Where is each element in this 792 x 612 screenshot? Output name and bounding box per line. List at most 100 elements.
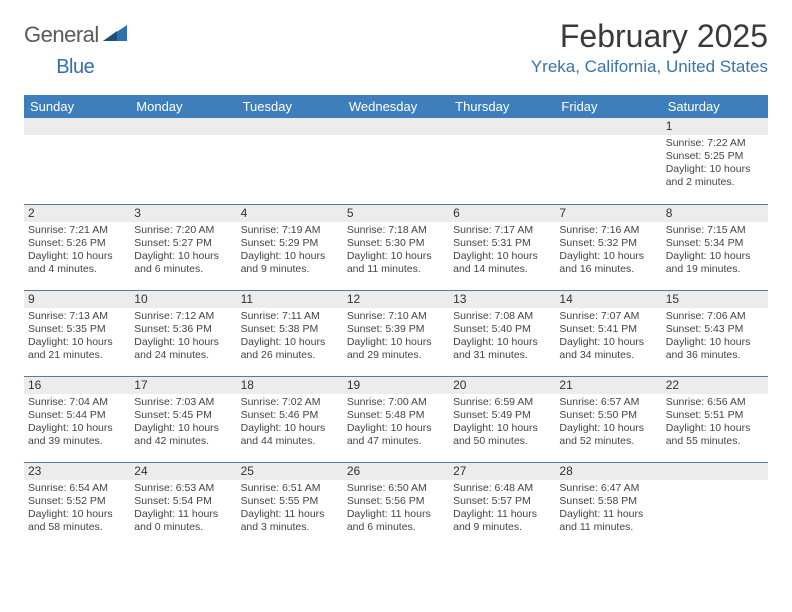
sunrise-text: Sunrise: 7:11 AM (241, 310, 339, 323)
daylight-text: and 26 minutes. (241, 349, 339, 362)
daylight-text: Daylight: 10 hours (134, 422, 232, 435)
daylight-text: and 11 minutes. (347, 263, 445, 276)
sunrise-text: Sunrise: 6:57 AM (559, 396, 657, 409)
daylight-text: and 21 minutes. (28, 349, 126, 362)
day-number: 9 (24, 291, 130, 308)
calendar-cell: 26Sunrise: 6:50 AMSunset: 5:56 PMDayligh… (343, 462, 449, 548)
daylight-text: Daylight: 10 hours (559, 250, 657, 263)
daylight-text: Daylight: 10 hours (666, 163, 764, 176)
logo-text-1: General (24, 22, 99, 48)
sunset-text: Sunset: 5:49 PM (453, 409, 551, 422)
day-header-row: Sunday Monday Tuesday Wednesday Thursday… (24, 95, 768, 118)
sunset-text: Sunset: 5:46 PM (241, 409, 339, 422)
daylight-text: and 3 minutes. (241, 521, 339, 534)
sunrise-text: Sunrise: 7:07 AM (559, 310, 657, 323)
day-number: 12 (343, 291, 449, 308)
sunset-text: Sunset: 5:31 PM (453, 237, 551, 250)
sunrise-text: Sunrise: 7:20 AM (134, 224, 232, 237)
sunset-text: Sunset: 5:30 PM (347, 237, 445, 250)
sunset-text: Sunset: 5:39 PM (347, 323, 445, 336)
daylight-text: Daylight: 10 hours (347, 336, 445, 349)
sunset-text: Sunset: 5:34 PM (666, 237, 764, 250)
sunrise-text: Sunrise: 7:19 AM (241, 224, 339, 237)
daylight-text: Daylight: 10 hours (347, 250, 445, 263)
calendar-week: 2Sunrise: 7:21 AMSunset: 5:26 PMDaylight… (24, 204, 768, 290)
calendar-table: Sunday Monday Tuesday Wednesday Thursday… (24, 95, 768, 548)
calendar-cell: 21Sunrise: 6:57 AMSunset: 5:50 PMDayligh… (555, 376, 661, 462)
sunset-text: Sunset: 5:51 PM (666, 409, 764, 422)
calendar-cell: 27Sunrise: 6:48 AMSunset: 5:57 PMDayligh… (449, 462, 555, 548)
daylight-text: and 0 minutes. (134, 521, 232, 534)
sunrise-text: Sunrise: 6:59 AM (453, 396, 551, 409)
daylight-text: and 2 minutes. (666, 176, 764, 189)
daylight-text: and 58 minutes. (28, 521, 126, 534)
logo-triangle-icon (103, 25, 127, 46)
day-number (130, 118, 236, 135)
header-wednesday: Wednesday (343, 95, 449, 118)
sunrise-text: Sunrise: 7:10 AM (347, 310, 445, 323)
sunrise-text: Sunrise: 7:16 AM (559, 224, 657, 237)
sunrise-text: Sunrise: 7:13 AM (28, 310, 126, 323)
daylight-text: Daylight: 11 hours (134, 508, 232, 521)
day-number: 5 (343, 205, 449, 222)
daylight-text: Daylight: 10 hours (666, 336, 764, 349)
day-number: 27 (449, 463, 555, 480)
daylight-text: and 50 minutes. (453, 435, 551, 448)
calendar-week: 1Sunrise: 7:22 AMSunset: 5:25 PMDaylight… (24, 118, 768, 204)
calendar-cell: 19Sunrise: 7:00 AMSunset: 5:48 PMDayligh… (343, 376, 449, 462)
day-number: 23 (24, 463, 130, 480)
daylight-text: Daylight: 10 hours (28, 508, 126, 521)
calendar-cell: 13Sunrise: 7:08 AMSunset: 5:40 PMDayligh… (449, 290, 555, 376)
day-number (662, 463, 768, 480)
calendar-cell: 23Sunrise: 6:54 AMSunset: 5:52 PMDayligh… (24, 462, 130, 548)
calendar-cell: 3Sunrise: 7:20 AMSunset: 5:27 PMDaylight… (130, 204, 236, 290)
sunrise-text: Sunrise: 7:21 AM (28, 224, 126, 237)
daylight-text: and 47 minutes. (347, 435, 445, 448)
calendar-cell: 14Sunrise: 7:07 AMSunset: 5:41 PMDayligh… (555, 290, 661, 376)
calendar-cell: 25Sunrise: 6:51 AMSunset: 5:55 PMDayligh… (237, 462, 343, 548)
day-number: 17 (130, 377, 236, 394)
day-number: 6 (449, 205, 555, 222)
day-number: 10 (130, 291, 236, 308)
daylight-text: Daylight: 11 hours (453, 508, 551, 521)
calendar-cell (555, 118, 661, 204)
day-number (449, 118, 555, 135)
calendar-cell: 18Sunrise: 7:02 AMSunset: 5:46 PMDayligh… (237, 376, 343, 462)
sunrise-text: Sunrise: 7:03 AM (134, 396, 232, 409)
sunset-text: Sunset: 5:55 PM (241, 495, 339, 508)
daylight-text: and 6 minutes. (347, 521, 445, 534)
calendar-cell (343, 118, 449, 204)
daylight-text: Daylight: 11 hours (559, 508, 657, 521)
sunset-text: Sunset: 5:38 PM (241, 323, 339, 336)
sunrise-text: Sunrise: 7:18 AM (347, 224, 445, 237)
day-number: 2 (24, 205, 130, 222)
sunset-text: Sunset: 5:35 PM (28, 323, 126, 336)
sunset-text: Sunset: 5:58 PM (559, 495, 657, 508)
day-number: 11 (237, 291, 343, 308)
day-number: 3 (130, 205, 236, 222)
day-number: 21 (555, 377, 661, 394)
calendar-cell: 12 Sunrise: 7:10 AMSunset: 5:39 PMDayligh… (343, 290, 449, 376)
daylight-text: Daylight: 10 hours (241, 336, 339, 349)
day-number: 19 (343, 377, 449, 394)
daylight-text: and 19 minutes. (666, 263, 764, 276)
sunset-text: Sunset: 5:52 PM (28, 495, 126, 508)
calendar-cell: 9 Sunrise: 7:13 AMSunset: 5:35 PMDaylight… (24, 290, 130, 376)
daylight-text: Daylight: 11 hours (241, 508, 339, 521)
calendar-body: 1Sunrise: 7:22 AMSunset: 5:25 PMDaylight… (24, 118, 768, 548)
daylight-text: Daylight: 10 hours (666, 250, 764, 263)
calendar-cell: 8Sunrise: 7:15 AMSunset: 5:34 PMDaylight… (662, 204, 768, 290)
sunset-text: Sunset: 5:48 PM (347, 409, 445, 422)
calendar-cell: 10Sunrise: 7:12 AMSunset: 5:36 PMDayligh… (130, 290, 236, 376)
daylight-text: Daylight: 10 hours (28, 336, 126, 349)
sunset-text: Sunset: 5:56 PM (347, 495, 445, 508)
title-block: February 2025 Yreka, California, United … (531, 18, 768, 77)
calendar-cell: 28Sunrise: 6:47 AMSunset: 5:58 PMDayligh… (555, 462, 661, 548)
daylight-text: and 55 minutes. (666, 435, 764, 448)
daylight-text: Daylight: 10 hours (28, 250, 126, 263)
sunrise-text: Sunrise: 7:04 AM (28, 396, 126, 409)
daylight-text: and 6 minutes. (134, 263, 232, 276)
sunrise-text: Sunrise: 7:15 AM (666, 224, 764, 237)
sunset-text: Sunset: 5:26 PM (28, 237, 126, 250)
logo-text-2: Blue (56, 56, 94, 79)
